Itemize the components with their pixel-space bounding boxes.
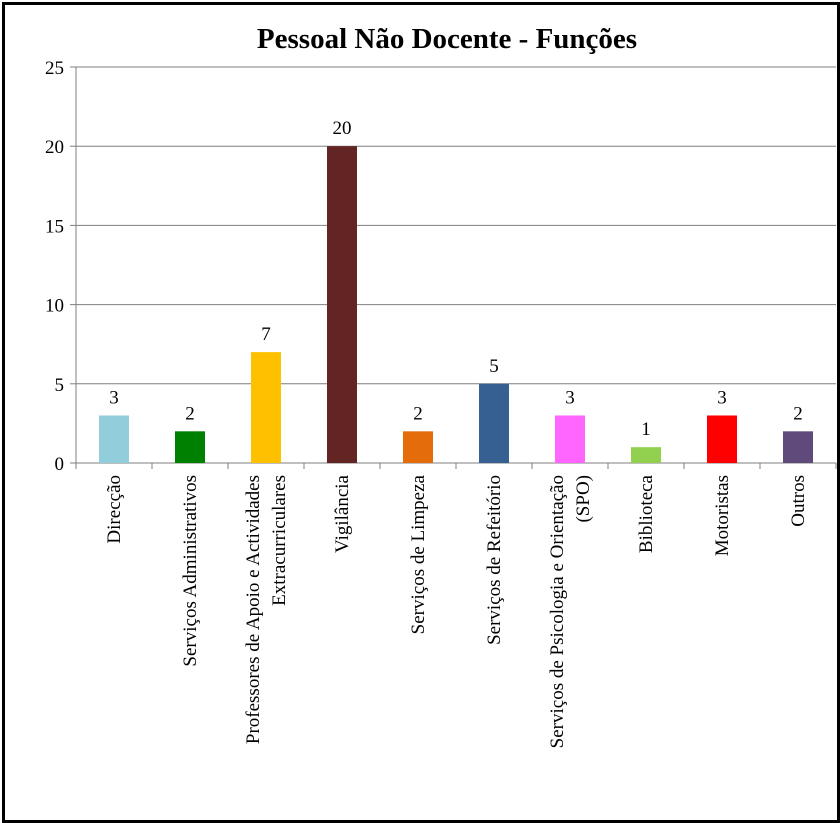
- x-category-label-line: Outros: [788, 475, 809, 527]
- bar: [707, 415, 737, 463]
- data-label: 3: [109, 387, 119, 408]
- y-tick-label: 20: [45, 137, 64, 158]
- bar: [327, 146, 357, 463]
- data-label: 2: [413, 403, 423, 424]
- x-category-label: Vigilância: [332, 474, 353, 553]
- y-tick-label: 0: [55, 454, 65, 475]
- x-category-label: Professores de Apoio e Actividades Extrac…: [243, 475, 290, 744]
- x-category-label-line: Professores de Apoio e Actividades: [243, 475, 264, 744]
- data-label: 5: [489, 356, 499, 377]
- data-label: 7: [261, 324, 271, 345]
- data-label: 20: [333, 118, 352, 139]
- x-category-label: Outros: [788, 475, 809, 527]
- y-tick-label: 5: [55, 375, 65, 396]
- gridlines: [76, 66, 836, 385]
- bar: [479, 383, 509, 463]
- bar-chart: Pessoal Não Docente - Funções 0510152025…: [45, 23, 837, 748]
- y-tick-label: 10: [45, 296, 64, 317]
- x-category-label-line: Serviços de Limpeza: [408, 474, 429, 634]
- x-category-label-line: Vigilância: [332, 474, 353, 553]
- x-category-label: Serviços Administrativos: [180, 475, 201, 667]
- bars: [99, 146, 813, 463]
- y-tick-label: 25: [45, 58, 64, 79]
- x-category-label-line: Serviços de Psicologia e Orientação: [547, 475, 568, 748]
- x-category-label-line: Direcção: [104, 475, 125, 544]
- data-label: 3: [565, 387, 575, 408]
- x-category-label-line: Motoristas: [712, 475, 733, 556]
- x-category-label-line: (SPO): [573, 475, 594, 523]
- data-label: 2: [185, 403, 195, 424]
- y-tick-label: 15: [45, 216, 64, 237]
- chart-title: Pessoal Não Docente - Funções: [257, 23, 637, 55]
- x-category-label: Biblioteca: [636, 474, 657, 553]
- bar: [403, 431, 433, 463]
- y-axis-ticks: 0 5 10 15 20 25: [45, 58, 64, 475]
- bar: [99, 415, 129, 463]
- data-label: 1: [641, 419, 651, 440]
- x-category-label: Serviços de Refeitório: [484, 475, 505, 645]
- x-category-label-line: Extracurriculares: [269, 475, 290, 606]
- data-label: 2: [793, 403, 803, 424]
- data-label: 3: [717, 387, 727, 408]
- x-category-label-line: Biblioteca: [636, 474, 657, 553]
- x-category-label: Motoristas: [712, 475, 733, 556]
- bar: [251, 352, 281, 463]
- x-category-label: Direcção: [104, 475, 125, 544]
- bar: [175, 431, 205, 463]
- x-category-label-line: Serviços de Refeitório: [484, 475, 505, 645]
- bar: [555, 415, 585, 463]
- bar: [631, 447, 661, 463]
- x-category-label-line: Serviços Administrativos: [180, 475, 201, 667]
- x-axis-categories: Direcção Serviços Administrativos Professo…: [104, 474, 809, 748]
- x-category-label: Serviços de Psicologia e Orientação (SPO): [547, 475, 594, 748]
- bar: [783, 431, 813, 463]
- data-labels: 3 2 7 20 2 5 3 1 3 2: [109, 118, 803, 440]
- x-category-label: Serviços de Limpeza: [408, 474, 429, 634]
